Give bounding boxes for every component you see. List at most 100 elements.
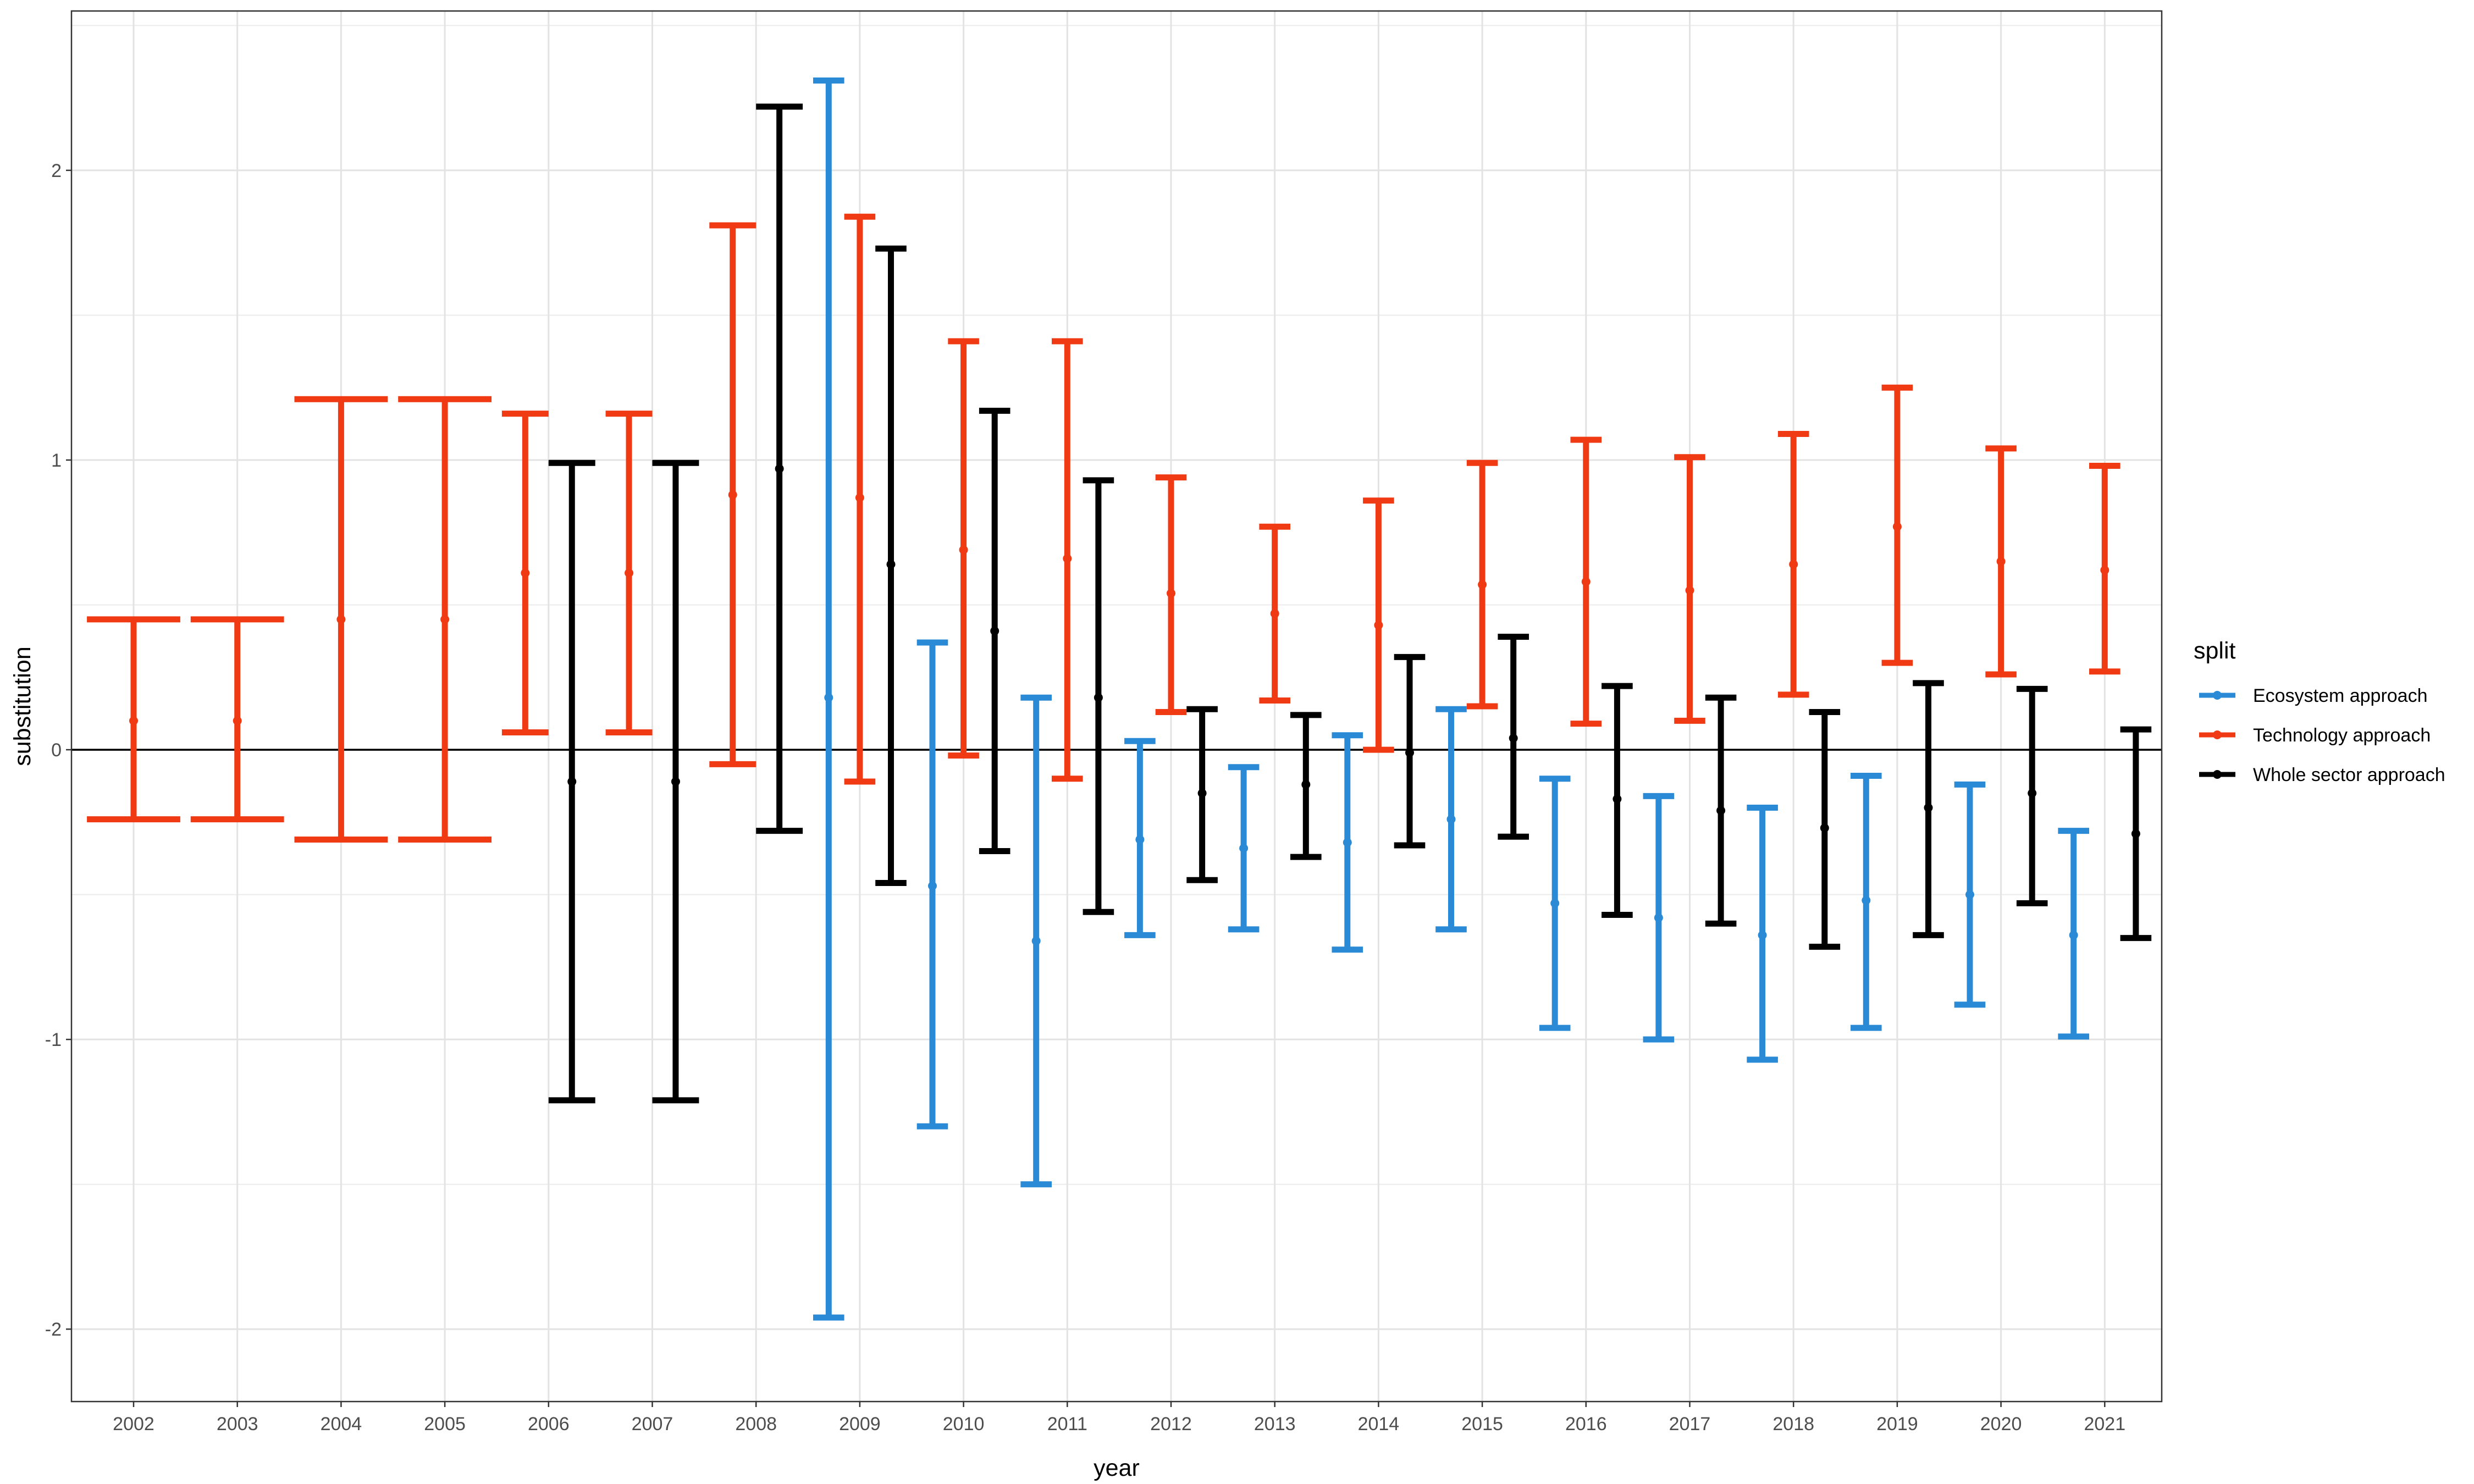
point-estimate	[521, 568, 530, 578]
errorbar-ecosystem-approach-2020	[1954, 781, 1986, 1008]
point-estimate	[1094, 693, 1103, 702]
errorbar-whole-sector-approach-2008	[756, 103, 803, 834]
point-estimate	[1716, 806, 1726, 815]
point-estimate	[1654, 913, 1663, 922]
errorbar-ecosystem-approach-2017	[1643, 793, 1675, 1043]
point-estimate	[2131, 829, 2140, 838]
errorbar-ecosystem-approach-2011	[1020, 694, 1052, 1188]
point-estimate	[1820, 823, 1829, 833]
x-tick-label: 2015	[1461, 1414, 1503, 1435]
point-estimate	[671, 777, 680, 787]
legend-label: Whole sector approach	[2253, 765, 2445, 785]
errorbar-whole-sector-approach-2020	[2016, 685, 2048, 906]
point-estimate	[567, 777, 577, 787]
point-estimate	[625, 568, 634, 578]
errorbar-ecosystem-approach-2012	[1124, 738, 1156, 938]
legend-label: Ecosystem approach	[2253, 685, 2428, 706]
errorbar-whole-sector-approach-2018	[1809, 709, 1841, 950]
point-estimate	[1892, 522, 1902, 531]
errorbar-whole-sector-approach-2006	[548, 459, 595, 1104]
x-tick-label: 2018	[1772, 1414, 1814, 1435]
point-estimate	[824, 693, 833, 702]
errorbar-marks	[87, 77, 2152, 1321]
legend-title: split	[2194, 638, 2236, 664]
point-estimate	[1446, 815, 1456, 824]
plot-border	[70, 10, 2163, 1403]
point-estimate	[1478, 580, 1487, 589]
errorbar-technology-approach-2003	[190, 616, 284, 823]
legend-key-point	[2213, 691, 2222, 700]
x-tick-label: 2006	[528, 1414, 570, 1435]
errorbar-technology-approach-2005	[398, 396, 492, 843]
errorbar-whole-sector-approach-2013	[1290, 712, 1322, 860]
point-estimate	[1509, 733, 1518, 743]
point-estimate	[1374, 621, 1383, 630]
errorbar-ecosystem-approach-2015	[1435, 706, 1467, 933]
x-tick-label: 2013	[1254, 1414, 1296, 1435]
point-estimate	[2028, 789, 2037, 798]
point-estimate	[855, 493, 864, 502]
point-estimate	[927, 881, 937, 890]
y-tick-label: 0	[51, 740, 62, 761]
y-axis-ticks: -2 -1 0 1 2	[45, 160, 71, 1340]
errorbar-ecosystem-approach-2013	[1228, 764, 1260, 933]
errorbar-technology-approach-2013	[1259, 523, 1291, 704]
point-estimate	[1197, 789, 1207, 798]
x-tick-label: 2007	[632, 1414, 673, 1435]
point-estimate	[1924, 803, 1933, 812]
errorbar-technology-approach-2020	[1985, 445, 2017, 678]
x-axis-title: year	[1094, 1455, 1140, 1481]
errorbar-technology-approach-2008	[709, 222, 756, 767]
errorbar-ecosystem-approach-2010	[916, 639, 948, 1129]
errorbar-whole-sector-approach-2010	[979, 407, 1010, 855]
errorbar-ecosystem-approach-2018	[1747, 804, 1778, 1063]
legend-label: Technology approach	[2253, 725, 2431, 746]
x-tick-label: 2021	[2084, 1414, 2125, 1435]
minor-gridlines	[71, 25, 2162, 1185]
errorbar-technology-approach-2018	[1777, 431, 1809, 698]
errorbar-technology-approach-2017	[1674, 454, 1705, 724]
y-tick-label: -2	[45, 1319, 62, 1340]
errorbar-whole-sector-approach-2015	[1498, 634, 1529, 840]
point-estimate	[440, 614, 450, 624]
point-estimate	[1581, 577, 1591, 586]
point-estimate	[1239, 844, 1249, 853]
point-estimate	[1167, 589, 1175, 598]
errorbar-whole-sector-approach-2012	[1186, 706, 1218, 883]
point-estimate	[1965, 890, 1974, 899]
errorbar-whole-sector-approach-2007	[652, 459, 699, 1104]
x-tick-label: 2016	[1565, 1414, 1607, 1435]
point-estimate	[129, 716, 138, 726]
errorbar-technology-approach-2006	[501, 411, 549, 735]
point-estimate	[2069, 931, 2078, 940]
errorbar-whole-sector-approach-2019	[1913, 680, 1944, 938]
errorbar-technology-approach-2010	[948, 338, 979, 759]
errorbar-ecosystem-approach-2014	[1332, 732, 1363, 953]
errorbar-whole-sector-approach-2011	[1083, 477, 1114, 915]
errorbar-technology-approach-2004	[294, 396, 388, 843]
point-estimate	[1135, 835, 1145, 844]
point-estimate	[1270, 609, 1279, 618]
series-ecosystem-approach	[813, 77, 2089, 1321]
legend-item-whole-sector-approach: Whole sector approach	[2199, 765, 2445, 785]
point-estimate	[2100, 566, 2109, 575]
series-technology-approach	[87, 213, 2120, 843]
point-estimate	[1301, 780, 1311, 789]
point-estimate	[1031, 936, 1041, 945]
x-tick-label: 2020	[1980, 1414, 2022, 1435]
x-tick-label: 2008	[735, 1414, 777, 1435]
x-tick-label: 2004	[321, 1414, 362, 1435]
errorbar-whole-sector-approach-2017	[1705, 694, 1737, 927]
y-tick-label: 2	[51, 160, 62, 181]
errorbar-whole-sector-approach-2009	[875, 245, 907, 887]
y-tick-label: -1	[45, 1029, 62, 1050]
point-estimate	[336, 614, 346, 624]
point-estimate	[1758, 931, 1767, 940]
x-axis-ticks: 2002 2003 2004 2005 2006 2007 2008 2009 2010 2011…	[113, 1402, 2125, 1435]
errorbar-technology-approach-2014	[1363, 497, 1394, 753]
point-estimate	[1612, 794, 1622, 804]
y-tick-label: 1	[51, 450, 62, 471]
legend: split Ecosystem approach Technology appro…	[2194, 638, 2445, 785]
point-estimate	[728, 490, 737, 500]
